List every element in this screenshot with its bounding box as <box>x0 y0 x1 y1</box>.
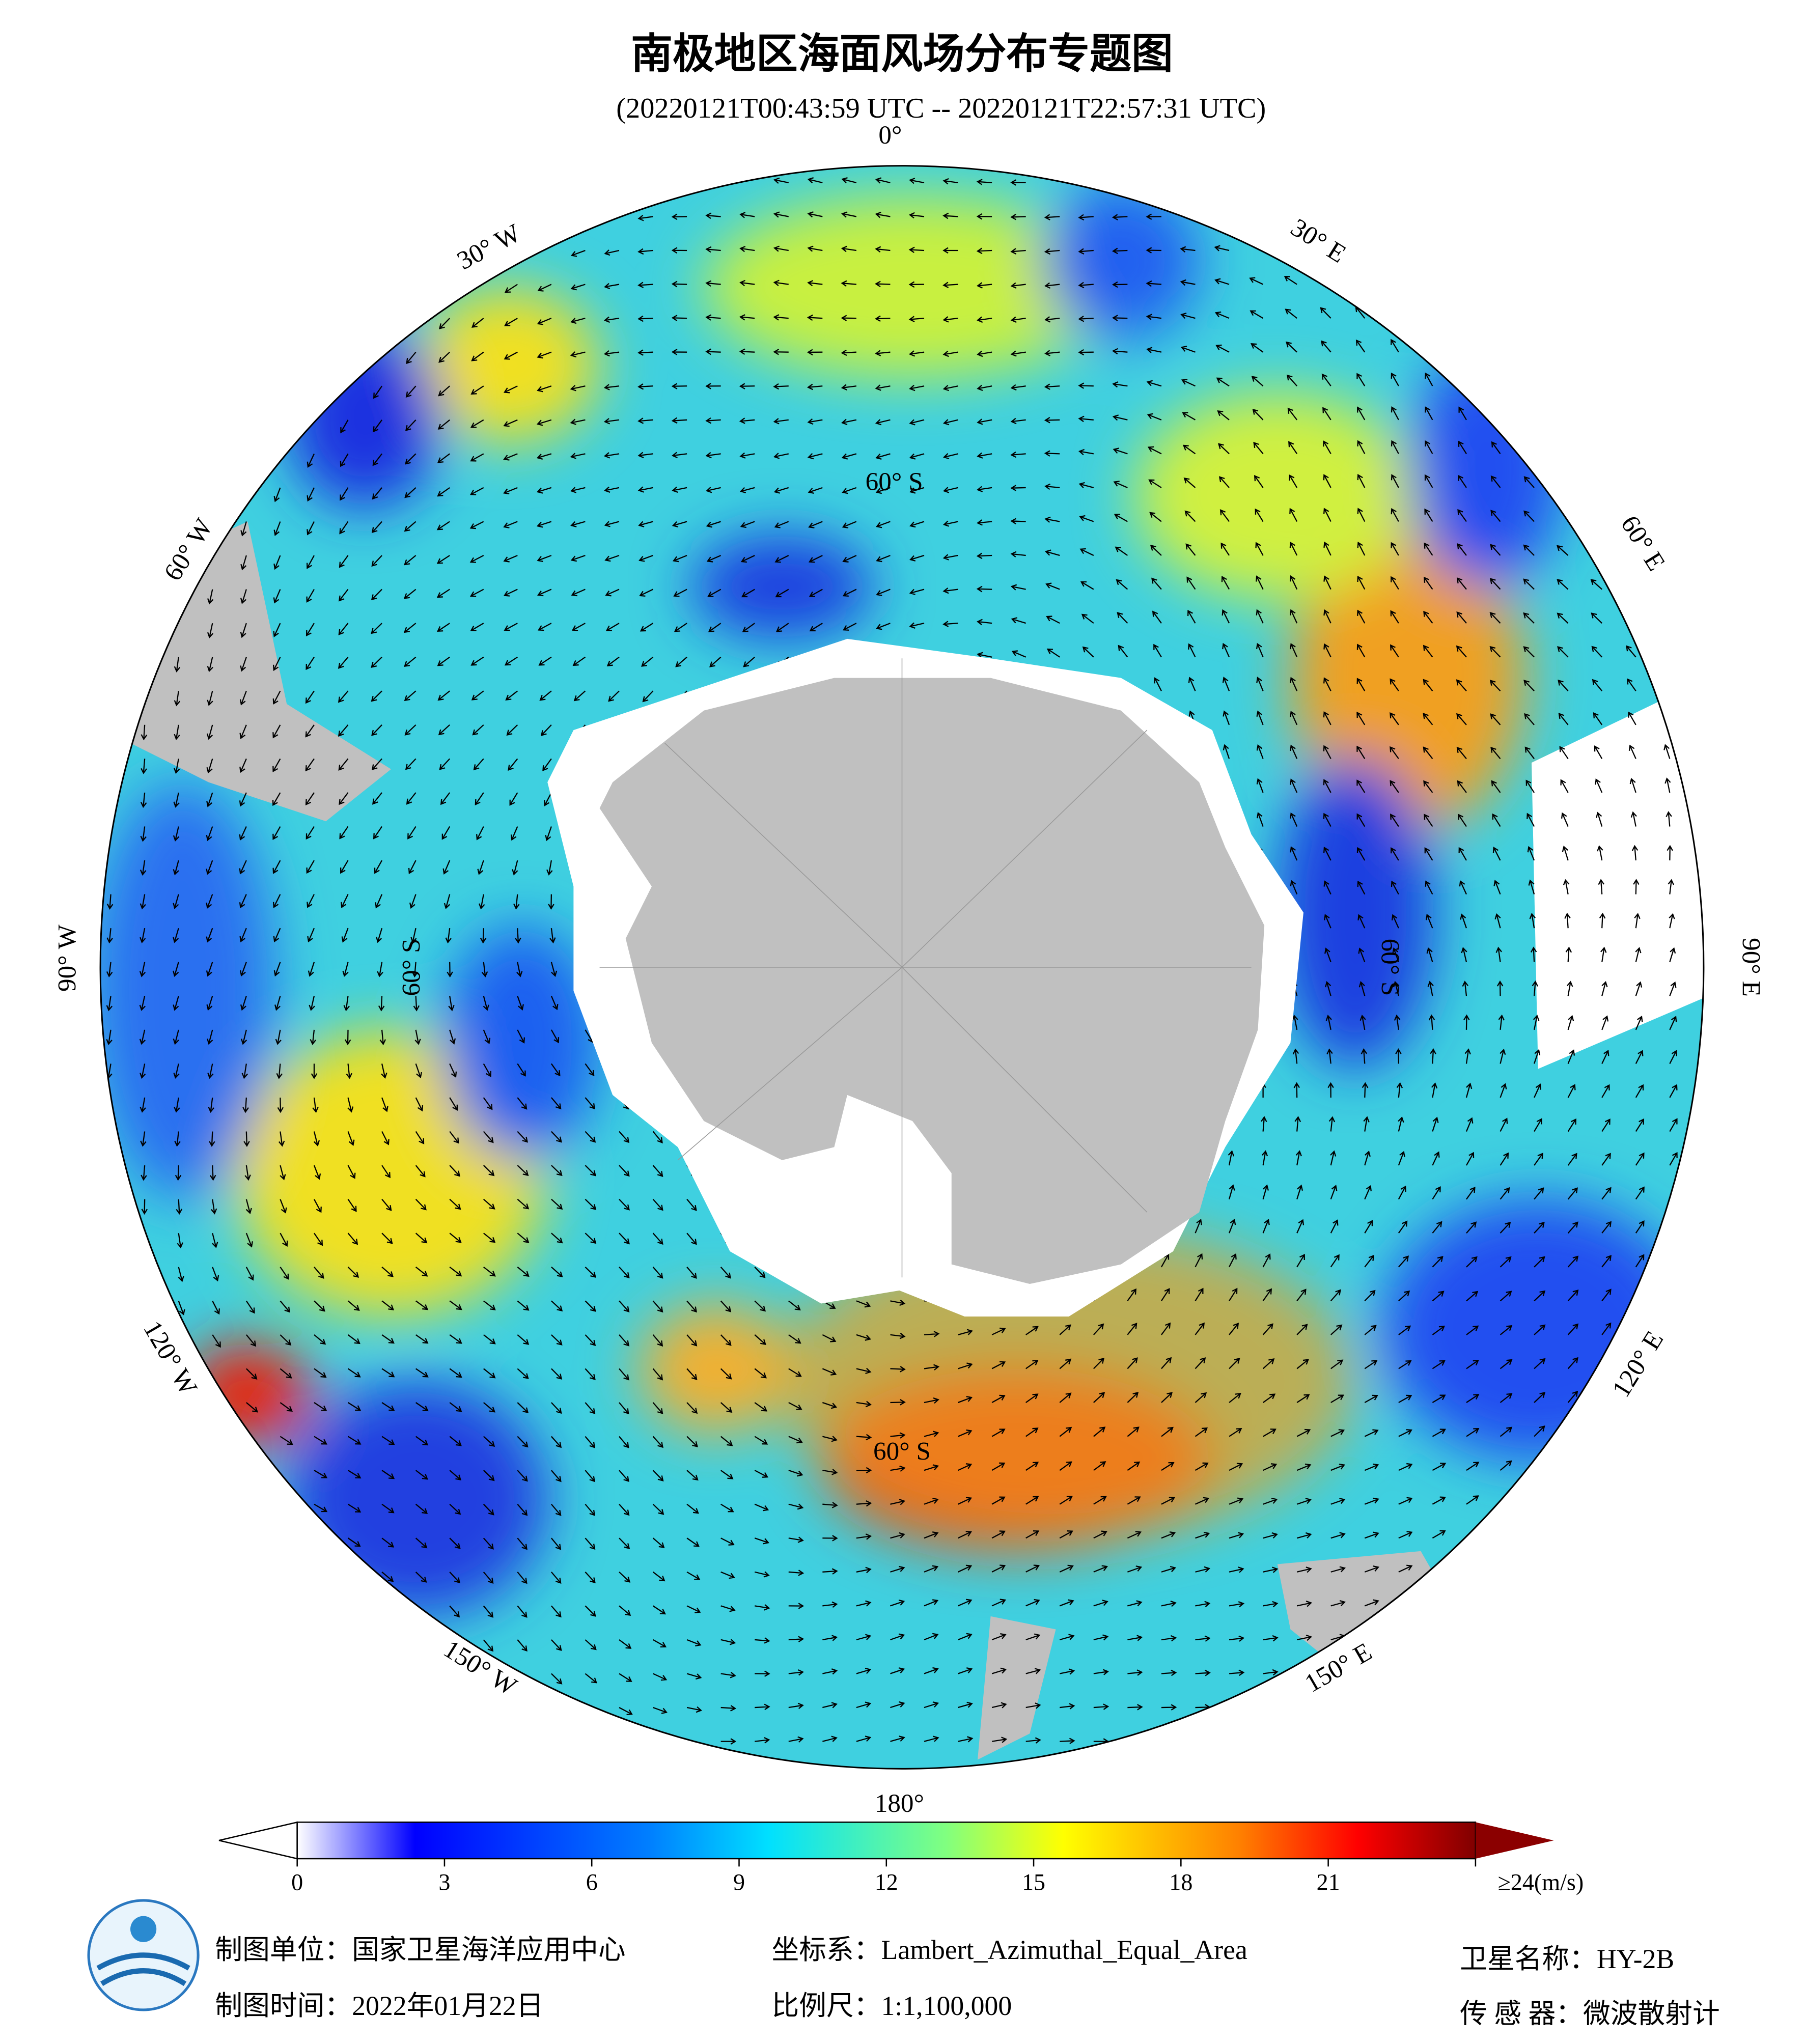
footer-unit: 制图单位：国家卫星海洋应用中心 <box>215 1935 625 1965</box>
colorbar-tick-label: 18 <box>1169 1869 1192 1895</box>
colorbar-tick-label: 21 <box>1317 1869 1340 1895</box>
logo <box>87 1899 200 2011</box>
colorbar-tick-label: 12 <box>875 1869 898 1895</box>
longitude-label: 90° E <box>1737 938 1766 997</box>
colorbar <box>296 1822 1477 1860</box>
colorbar-tick-label: 3 <box>438 1869 450 1895</box>
longitude-label: 120° E <box>1606 1326 1669 1403</box>
title: 南极地区海面风场分布专题图 <box>631 31 1173 77</box>
colorbar-tick-label: ≥24(m/s) <box>1498 1869 1584 1895</box>
colorbar-under <box>218 1821 298 1860</box>
subtitle: (20220121T00:43:59 UTC -- 20220121T22:57… <box>616 93 1266 124</box>
longitude-label: 60° E <box>1615 511 1671 576</box>
longitude-label: 0° <box>878 121 902 150</box>
latitude-label: 60° S <box>397 939 426 996</box>
wind-arrows <box>106 177 1678 1745</box>
colorbar-tick-label: 9 <box>733 1869 745 1895</box>
longitude-label: 30° E <box>1286 213 1351 269</box>
footer-sensor: 传 感 器：微波散射计 <box>1460 1999 1720 2029</box>
footer-scale: 比例尺：1:1,100,000 <box>772 1991 1012 2021</box>
longitude-label: 180° <box>875 1789 924 1818</box>
antarctica <box>599 678 1265 1284</box>
latitude-label: 60° S <box>866 467 923 496</box>
footer-time: 制图时间：2022年01月22日 <box>215 1991 543 2021</box>
footer-crs: 坐标系：Lambert_Azimuthal_Equal_Area <box>772 1935 1248 1965</box>
colorbar-tick-label: 0 <box>291 1869 303 1895</box>
map-border <box>99 165 1705 1770</box>
colorbar-tick-label: 15 <box>1022 1869 1045 1895</box>
longitude-label: 90° W <box>52 924 81 992</box>
colorbar-over <box>1475 1822 1554 1859</box>
colorbar-tick-label: 6 <box>586 1869 598 1895</box>
latitude-label: 60° S <box>873 1437 931 1466</box>
graticule <box>599 658 1252 1278</box>
footer-satellite: 卫星名称：HY-2B <box>1460 1944 1674 1974</box>
latitude-label: 60° S <box>1376 939 1405 996</box>
